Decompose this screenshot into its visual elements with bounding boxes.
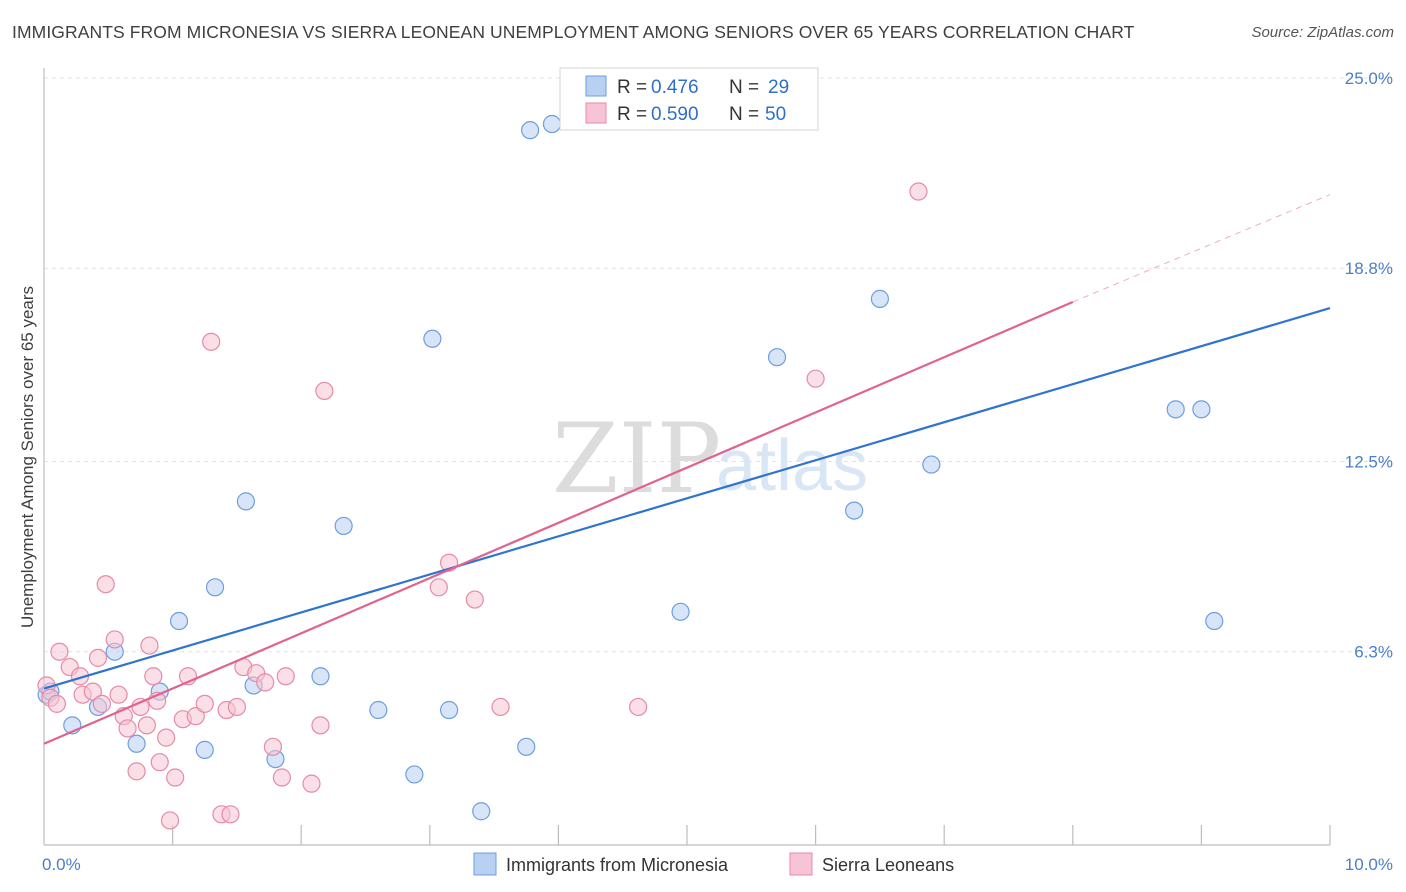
point-sierra-36	[256, 673, 275, 692]
point-micronesia-5	[127, 734, 146, 753]
point-micronesia-24	[767, 348, 787, 367]
point-sierra-7	[83, 682, 102, 701]
y-tick-label-2: 18.8%	[1345, 259, 1393, 278]
trend-line-micronesia	[43, 307, 1331, 690]
source-label: Source: ZipAtlas.com	[1251, 24, 1394, 41]
point-sierra-49	[909, 182, 928, 201]
point-sierra-22	[157, 728, 176, 747]
legend-bottom-swatch-sierra	[789, 852, 813, 876]
legend-top: R = 0.476 N = 29 R = 0.590 N = 50	[559, 67, 819, 131]
legend-n-value-1: 29	[768, 77, 789, 98]
point-sierra-16	[131, 697, 150, 717]
point-sierra-27	[186, 707, 205, 726]
point-sierra-18	[140, 636, 159, 655]
x-tick-labels: 0.0% 10.0%	[42, 855, 1393, 874]
point-sierra-8	[88, 648, 108, 667]
point-sierra-3	[50, 642, 69, 661]
point-sierra-9	[92, 694, 111, 713]
point-sierra-33	[227, 697, 246, 717]
point-sierra-24	[166, 768, 185, 787]
point-micronesia-29	[1192, 400, 1211, 419]
point-micronesia-15	[369, 700, 388, 720]
point-micronesia-8	[195, 740, 214, 759]
point-sierra-29	[202, 332, 221, 351]
point-micronesia-28	[1166, 400, 1185, 419]
point-sierra-15	[127, 762, 146, 781]
x-tick-label-min: 0.0%	[42, 855, 81, 874]
point-micronesia-13	[311, 667, 330, 686]
legend-r-label-1: R =	[617, 77, 647, 98]
point-sierra-39	[276, 667, 295, 686]
legend-swatch-micronesia	[585, 75, 607, 97]
point-micronesia-19	[472, 802, 491, 821]
point-sierra-12	[109, 685, 128, 704]
watermark-atlas: atlas	[716, 426, 868, 506]
point-micronesia-16	[405, 765, 424, 784]
legend-n-value-2: 50	[765, 104, 786, 125]
point-micronesia-23	[671, 602, 690, 621]
point-sierra-43	[429, 578, 448, 597]
y-tick-labels: 6.3% 12.5% 18.8% 25.0%	[1345, 69, 1393, 662]
point-sierra-47	[629, 697, 648, 717]
x-ticks	[172, 825, 1331, 845]
legend-r-value-2: 0.590	[651, 104, 699, 125]
point-sierra-17	[137, 716, 156, 735]
legend-r-label-2: R =	[617, 104, 647, 125]
point-sierra-40	[302, 774, 321, 793]
legend-bottom-label-sierra: Sierra Leoneans	[822, 855, 954, 875]
point-micronesia-27	[922, 455, 941, 474]
y-tick-label-0: 6.3%	[1354, 643, 1393, 662]
point-micronesia-21	[521, 121, 540, 140]
point-micronesia-18	[439, 700, 459, 720]
point-micronesia-9	[205, 578, 225, 597]
legend-n-label-2: N =	[729, 104, 759, 125]
point-micronesia-10	[236, 492, 256, 511]
point-sierra-19	[144, 667, 163, 686]
point-micronesia-30	[1205, 611, 1224, 631]
point-micronesia-22	[542, 114, 562, 134]
y-axis-title: Unemployment Among Seniors over 65 years	[18, 286, 37, 628]
point-sierra-21	[150, 753, 169, 772]
y-tick-label-1: 12.5%	[1345, 453, 1393, 472]
point-sierra-46	[491, 697, 510, 717]
legend-n-label-1: N =	[729, 77, 759, 98]
point-sierra-10	[96, 575, 115, 594]
legend-bottom-label-micronesia: Immigrants from Micronesia	[506, 855, 729, 875]
watermark-zip: ZIP	[552, 403, 721, 515]
point-sierra-45	[465, 590, 484, 609]
series-sierra-points	[37, 182, 928, 830]
x-tick-label-max: 10.0%	[1345, 855, 1393, 874]
legend-bottom: Immigrants from Micronesia Sierra Leonea…	[473, 852, 954, 876]
point-micronesia-26	[870, 289, 890, 308]
trend-lines	[43, 194, 1331, 745]
point-sierra-37	[263, 737, 283, 756]
point-micronesia-17	[423, 329, 442, 348]
trend-line-sierra-extension	[1072, 194, 1331, 303]
point-micronesia-20	[517, 737, 536, 756]
point-sierra-48	[806, 369, 825, 388]
legend-swatch-sierra	[585, 102, 607, 124]
point-micronesia-25	[845, 501, 864, 520]
point-sierra-23	[160, 811, 180, 830]
point-sierra-38	[272, 768, 292, 787]
point-sierra-42	[315, 381, 334, 401]
point-micronesia-7	[169, 611, 189, 631]
grid-lines	[44, 77, 1392, 653]
point-sierra-11	[105, 630, 124, 649]
point-sierra-41	[311, 716, 330, 735]
trend-line-sierra	[43, 300, 1074, 745]
point-micronesia-14	[334, 516, 353, 536]
point-sierra-2	[47, 694, 66, 713]
chart-title: IMMIGRANTS FROM MICRONESIA VS SIERRA LEO…	[12, 22, 1135, 42]
point-sierra-32	[221, 805, 240, 824]
point-sierra-14	[118, 719, 137, 738]
legend-r-value-1: 0.476	[651, 77, 699, 98]
y-tick-label-3: 25.0%	[1345, 69, 1393, 88]
legend-bottom-swatch-micronesia	[473, 852, 497, 876]
point-sierra-28	[195, 694, 214, 713]
